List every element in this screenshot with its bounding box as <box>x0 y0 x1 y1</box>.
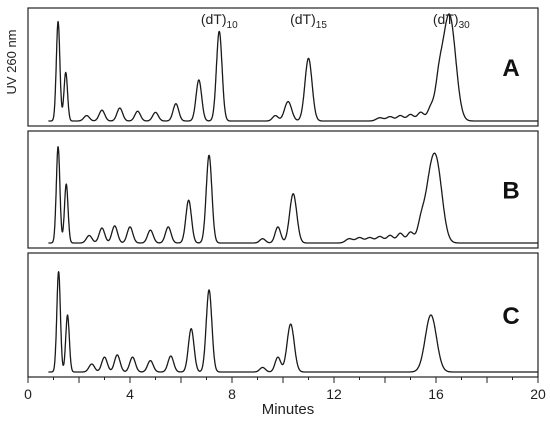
x-tick-label: 12 <box>326 386 342 402</box>
peak-annotation: (dT)10 <box>201 11 238 31</box>
peak-annotation-subscript: 30 <box>459 20 471 31</box>
panel-label: A <box>502 55 519 82</box>
panel-b: B <box>27 130 539 249</box>
panel-frame <box>27 252 539 378</box>
panel-a: A (dT)10 (dT)15 (dT)30 <box>27 7 539 127</box>
x-axis-label: Minutes <box>262 401 315 418</box>
trace-c <box>48 271 539 373</box>
x-tick-label: 16 <box>428 386 444 402</box>
x-axis: 0 4 8 12 16 20 <box>24 377 546 402</box>
trace-b <box>48 146 539 244</box>
x-tick-label: 4 <box>126 386 134 402</box>
x-tick-label: 0 <box>24 386 32 402</box>
trace-a <box>48 13 539 122</box>
peak-annotation-subscript: 10 <box>227 20 239 31</box>
x-tick-label: 20 <box>530 386 546 402</box>
panels-group: A (dT)10 (dT)15 (dT)30 B C <box>27 7 539 378</box>
panel-c: C <box>27 252 539 378</box>
peak-annotation-subscript: 15 <box>316 20 328 31</box>
panel-frame <box>27 130 539 249</box>
y-axis-label: UV 260 nm <box>4 29 19 94</box>
peak-annotation: (dT)15 <box>290 11 327 31</box>
panel-label: C <box>502 303 519 330</box>
peak-annotation: (dT)30 <box>433 11 470 31</box>
x-tick-label: 8 <box>228 386 236 402</box>
panel-label: B <box>502 178 519 205</box>
panel-frame <box>27 7 539 127</box>
